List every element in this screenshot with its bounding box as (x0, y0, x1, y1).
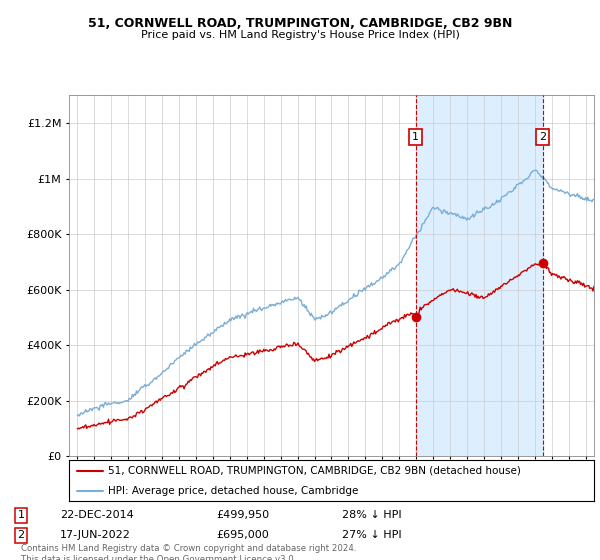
Text: Contains HM Land Registry data © Crown copyright and database right 2024.
This d: Contains HM Land Registry data © Crown c… (21, 544, 356, 560)
Text: £499,950: £499,950 (216, 510, 269, 520)
Text: 2: 2 (17, 530, 25, 540)
Text: Price paid vs. HM Land Registry's House Price Index (HPI): Price paid vs. HM Land Registry's House … (140, 30, 460, 40)
Text: 51, CORNWELL ROAD, TRUMPINGTON, CAMBRIDGE, CB2 9BN: 51, CORNWELL ROAD, TRUMPINGTON, CAMBRIDG… (88, 17, 512, 30)
Text: 1: 1 (17, 510, 25, 520)
Bar (416, 95, 542, 456)
Text: £695,000: £695,000 (216, 530, 269, 540)
Text: 2: 2 (539, 132, 546, 142)
Text: 51, CORNWELL ROAD, TRUMPINGTON, CAMBRIDGE, CB2 9BN (detached house): 51, CORNWELL ROAD, TRUMPINGTON, CAMBRIDG… (109, 465, 521, 475)
Text: 1: 1 (412, 132, 419, 142)
Text: 22-DEC-2014: 22-DEC-2014 (60, 510, 134, 520)
Text: 28% ↓ HPI: 28% ↓ HPI (342, 510, 401, 520)
Text: 17-JUN-2022: 17-JUN-2022 (60, 530, 131, 540)
Text: 27% ↓ HPI: 27% ↓ HPI (342, 530, 401, 540)
Text: HPI: Average price, detached house, Cambridge: HPI: Average price, detached house, Camb… (109, 486, 359, 496)
